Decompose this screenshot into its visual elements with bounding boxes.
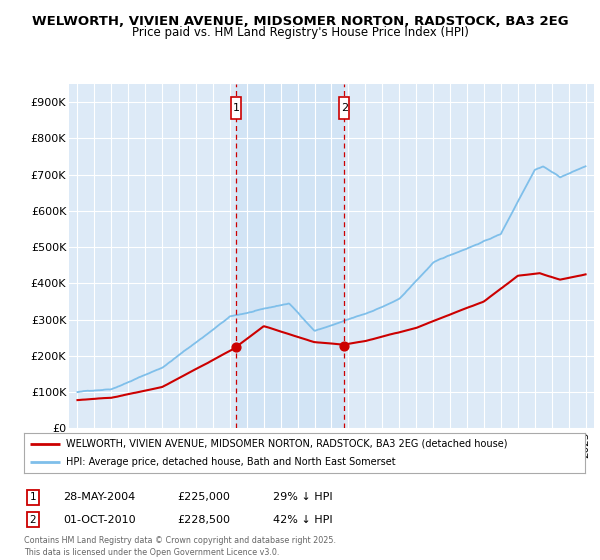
Text: 28-MAY-2004: 28-MAY-2004	[63, 492, 135, 502]
Text: £225,000: £225,000	[177, 492, 230, 502]
Text: 42% ↓ HPI: 42% ↓ HPI	[273, 515, 332, 525]
Text: 2: 2	[29, 515, 37, 525]
Text: Contains HM Land Registry data © Crown copyright and database right 2025.
This d: Contains HM Land Registry data © Crown c…	[24, 536, 336, 557]
Bar	[236, 84, 344, 428]
Text: 1: 1	[233, 103, 240, 113]
Text: WELWORTH, VIVIEN AVENUE, MIDSOMER NORTON, RADSTOCK, BA3 2EG (detached house): WELWORTH, VIVIEN AVENUE, MIDSOMER NORTON…	[66, 439, 508, 449]
Text: HPI: Average price, detached house, Bath and North East Somerset: HPI: Average price, detached house, Bath…	[66, 458, 396, 467]
Text: 01-OCT-2010: 01-OCT-2010	[63, 515, 136, 525]
Text: 1: 1	[29, 492, 37, 502]
Text: 2: 2	[341, 103, 348, 113]
FancyBboxPatch shape	[231, 97, 241, 119]
FancyBboxPatch shape	[339, 97, 349, 119]
Text: 29% ↓ HPI: 29% ↓ HPI	[273, 492, 332, 502]
Text: £228,500: £228,500	[177, 515, 230, 525]
Text: Price paid vs. HM Land Registry's House Price Index (HPI): Price paid vs. HM Land Registry's House …	[131, 26, 469, 39]
Point	[340, 341, 349, 350]
Text: WELWORTH, VIVIEN AVENUE, MIDSOMER NORTON, RADSTOCK, BA3 2EG: WELWORTH, VIVIEN AVENUE, MIDSOMER NORTON…	[32, 15, 568, 28]
Point	[232, 342, 241, 351]
